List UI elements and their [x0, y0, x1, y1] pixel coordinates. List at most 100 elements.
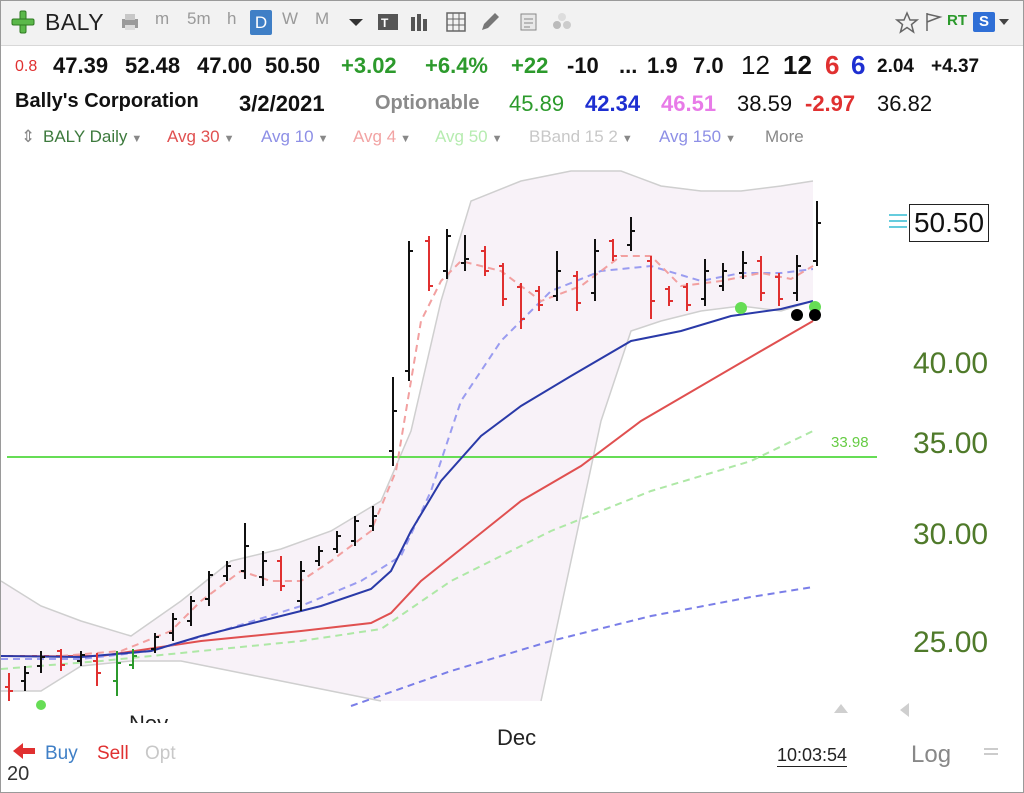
- interval-w[interactable]: W: [282, 9, 299, 28]
- dots-icon[interactable]: [551, 11, 573, 33]
- optionable-label: Optionable: [375, 92, 480, 114]
- menu-arrow-icon[interactable]: [997, 11, 1011, 33]
- price-bar: [129, 649, 137, 669]
- bband-lower-line: [1, 300, 814, 702]
- horizontal-line-label: 33.98: [831, 434, 869, 451]
- undo-icon[interactable]: [9, 741, 39, 761]
- last-price-box: 50.50: [909, 204, 989, 242]
- interval-d[interactable]: D: [250, 10, 272, 35]
- x-axis-label: Nov: [129, 711, 168, 723]
- black-dot: [791, 309, 803, 321]
- log-scale-toggle[interactable]: Log: [911, 741, 952, 768]
- info-v5: -2.97: [805, 91, 856, 116]
- price-bar: [351, 516, 359, 546]
- legend-more[interactable]: More: [765, 127, 804, 146]
- quote-v4: 1.9: [647, 53, 678, 78]
- price-bar: [701, 259, 709, 306]
- y-tick-label: 35.00: [913, 427, 989, 460]
- interval-h[interactable]: h: [227, 9, 237, 28]
- quote-v1: +22: [511, 53, 549, 78]
- quote-v2: -10: [567, 53, 599, 78]
- toolbar: BALY m 5m h D W M T RT S: [1, 1, 1023, 46]
- settings-lines-icon[interactable]: [983, 747, 999, 757]
- price-bar: [553, 251, 561, 301]
- s-button[interactable]: S: [973, 12, 995, 32]
- quote-row: 0.8 47.39 52.48 47.00 50.50 +3.02 +6.4% …: [1, 47, 1023, 83]
- pencil-icon[interactable]: [479, 11, 501, 33]
- price-bar: [277, 556, 285, 591]
- price-bar: [443, 229, 451, 279]
- price-bar: [113, 651, 121, 696]
- change-small: 0.8: [15, 58, 38, 75]
- grid-icon[interactable]: [445, 11, 467, 33]
- y-tick-label: 25.00: [913, 626, 989, 659]
- close-value: 50.50: [265, 53, 321, 78]
- price-bar: [647, 256, 655, 319]
- bar-chart-icon[interactable]: [409, 11, 431, 33]
- price-bar: [813, 201, 821, 266]
- note-icon[interactable]: [517, 11, 539, 33]
- change-pct: +6.4%: [425, 53, 488, 78]
- x-axis-label-nov-wrap: Nov: [123, 701, 183, 723]
- low-value: 47.00: [197, 53, 253, 78]
- price-bar: [151, 633, 159, 653]
- quote-v10: 2.04: [877, 56, 914, 77]
- price-bar: [517, 283, 525, 329]
- price-bar: [297, 561, 305, 611]
- price-marker-icon: [889, 214, 907, 228]
- price-bar: [241, 523, 249, 579]
- bband-fill: [1, 171, 813, 701]
- legend-avg30[interactable]: Avg 30 ▼: [167, 127, 235, 146]
- change-value: +3.02: [341, 53, 397, 78]
- svg-text:T: T: [381, 16, 389, 30]
- y-tick-label: 40.00: [913, 347, 989, 380]
- avg10-line: [1, 264, 814, 660]
- avg4-line: [1, 255, 814, 657]
- interval-mo[interactable]: M: [315, 9, 330, 28]
- info-row: Bally's Corporation 3/2/2021 Optionable …: [1, 85, 1023, 121]
- info-v3: 46.51: [661, 91, 717, 116]
- legend-baly-daily[interactable]: BALY Daily ▼: [43, 127, 143, 146]
- add-symbol-icon[interactable]: [11, 10, 35, 34]
- quote-v6: 12: [741, 50, 770, 80]
- quote-v9: 6: [851, 50, 866, 80]
- opt-button[interactable]: Opt: [145, 743, 176, 764]
- price-bar: [57, 649, 65, 671]
- text-tool-icon[interactable]: T: [377, 11, 399, 33]
- rt-badge[interactable]: RT: [947, 12, 967, 29]
- printer-icon[interactable]: [119, 11, 141, 33]
- legend-avg10[interactable]: Avg 10 ▼: [261, 127, 329, 146]
- sell-button[interactable]: Sell: [97, 743, 129, 764]
- legend-updown-icon[interactable]: ⇕: [21, 127, 36, 146]
- x-axis-label: Dec: [497, 725, 537, 750]
- buy-button[interactable]: Buy: [45, 743, 78, 764]
- bottom-number: 20: [7, 763, 30, 785]
- price-bar: [333, 531, 341, 553]
- bband-upper-line: [1, 170, 814, 637]
- price-bar: [425, 236, 433, 291]
- price-bar: [719, 263, 727, 291]
- price-bar: [389, 377, 397, 466]
- price-bar: [499, 263, 507, 306]
- avg50-line: [1, 430, 814, 670]
- green-dot: [735, 302, 747, 314]
- info-v1: 45.89: [509, 91, 565, 116]
- info-v4: 38.59: [737, 91, 793, 116]
- interval-5m[interactable]: 5m: [187, 9, 211, 28]
- star-icon[interactable]: [895, 11, 919, 35]
- symbol-input[interactable]: BALY: [45, 9, 105, 35]
- price-bar: [665, 286, 673, 306]
- legend-avg4[interactable]: Avg 4 ▼: [353, 127, 412, 146]
- legend-bband[interactable]: BBand 15 2 ▼: [529, 127, 633, 146]
- price-bar: [77, 651, 85, 666]
- interval-m[interactable]: m: [155, 9, 170, 28]
- price-bar: [775, 273, 783, 306]
- price-bar: [223, 561, 231, 581]
- price-bar: [793, 255, 801, 301]
- flag-icon[interactable]: [923, 11, 945, 33]
- dropdown-arrow-icon[interactable]: [345, 11, 367, 33]
- legend-avg50[interactable]: Avg 50 ▼: [435, 127, 503, 146]
- legend-avg150[interactable]: Avg 150 ▼: [659, 127, 736, 146]
- bottom-bar: Nov Dec Buy Sell Opt 20 10:03:54 Log: [1, 701, 1023, 792]
